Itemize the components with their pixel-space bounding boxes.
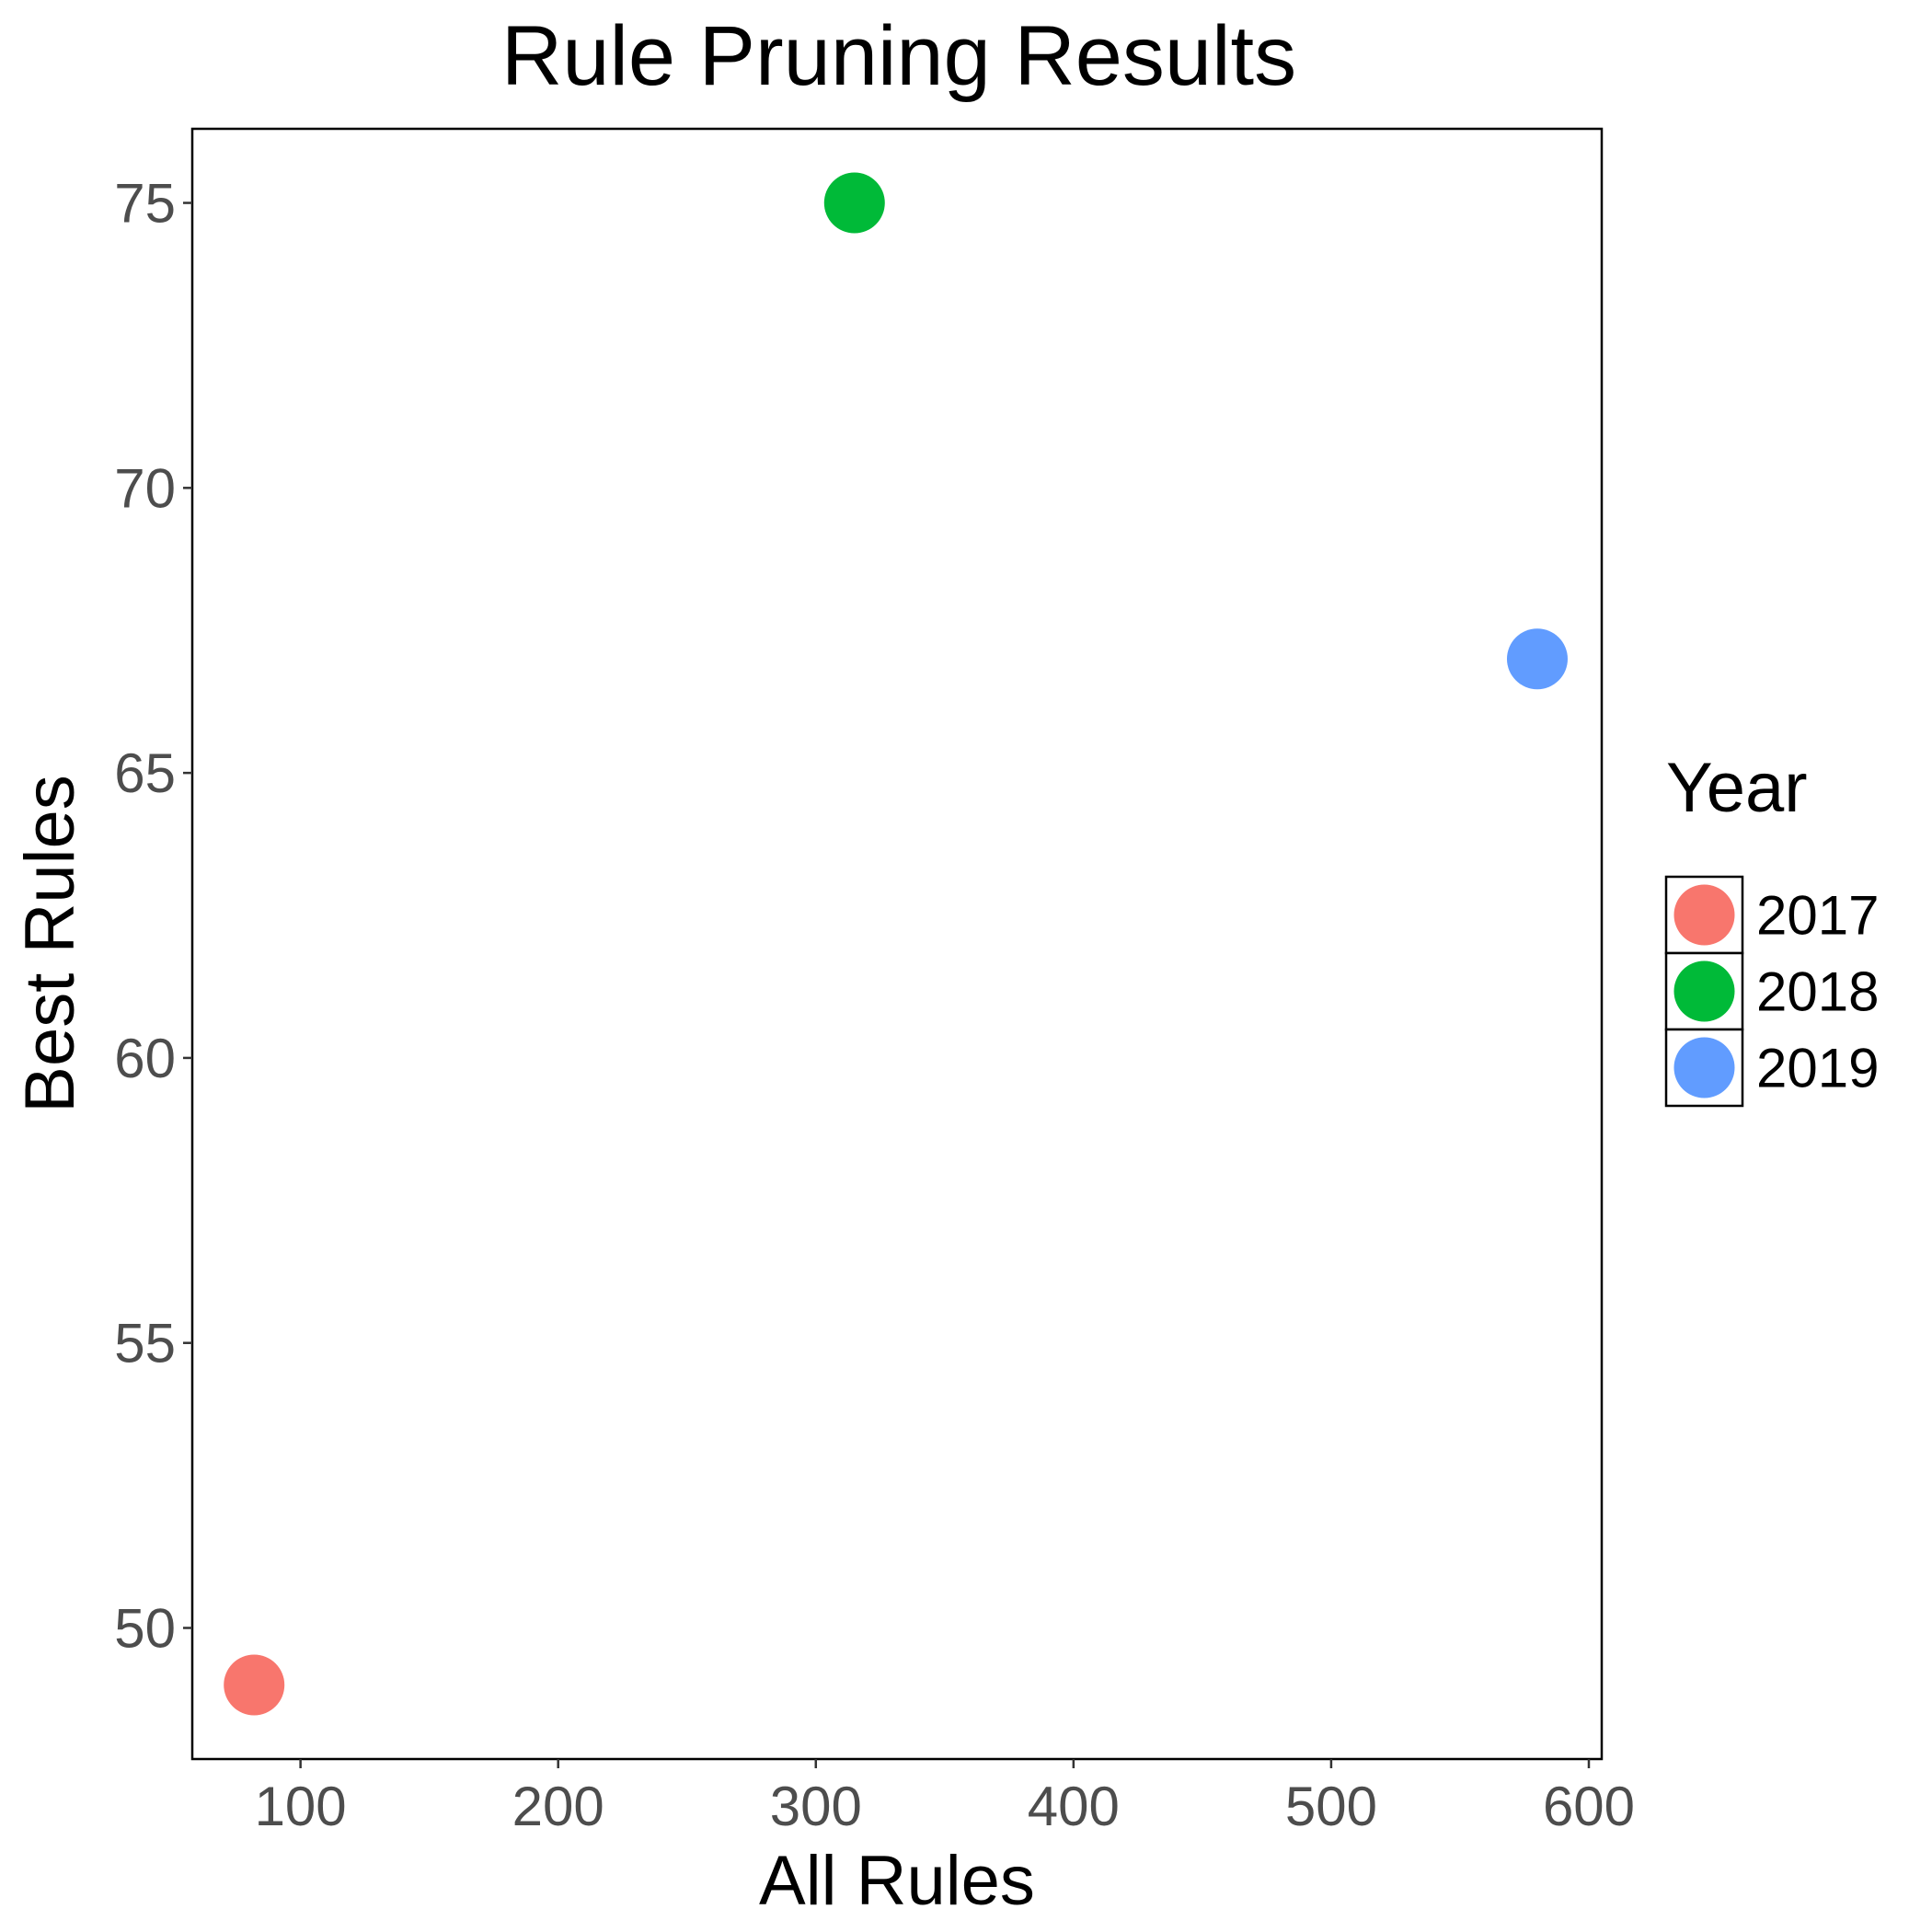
legend-label-2017: 2017 [1756, 885, 1879, 947]
legend-swatch-2018 [1673, 960, 1735, 1022]
y-axis: 50 55 60 65 70 75 [114, 173, 192, 1659]
x-tick-label: 600 [1543, 1776, 1635, 1837]
legend: Year 2017 2018 2019 [1664, 749, 1879, 1108]
x-tick-label: 500 [1285, 1776, 1377, 1837]
chart-title: Rule Pruning Results [501, 9, 1296, 103]
legend-label-2019: 2019 [1756, 1038, 1879, 1099]
legend-swatch-2017 [1673, 884, 1735, 946]
legend-swatch-2019 [1673, 1037, 1735, 1098]
legend-title: Year [1666, 749, 1808, 827]
y-tick-label: 75 [114, 173, 176, 235]
plot-panel [190, 127, 1604, 1761]
point-2018 [823, 172, 885, 234]
x-tick-label: 300 [770, 1776, 862, 1837]
y-axis-label: Best Rules [11, 775, 89, 1113]
y-tick-label: 70 [114, 457, 176, 519]
x-tick-label: 200 [512, 1776, 604, 1837]
point-2017 [224, 1654, 285, 1716]
x-tick-label: 400 [1028, 1776, 1120, 1837]
x-axis: 100 200 300 400 500 600 [255, 1759, 1635, 1837]
x-tick-label: 100 [255, 1776, 347, 1837]
y-tick-label: 55 [114, 1313, 176, 1374]
data-points [224, 172, 1568, 1716]
point-2019 [1506, 628, 1568, 690]
x-axis-label: All Rules [759, 1842, 1035, 1920]
y-tick-label: 50 [114, 1597, 176, 1659]
y-tick-label: 60 [114, 1028, 176, 1089]
y-tick-label: 65 [114, 742, 176, 804]
legend-label-2018: 2018 [1756, 961, 1879, 1023]
